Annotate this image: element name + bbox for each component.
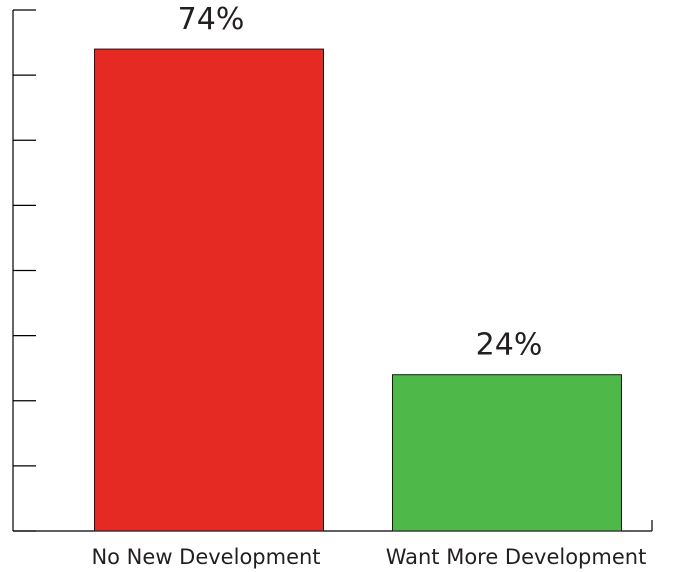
category-label-1: Want More Development bbox=[386, 545, 647, 569]
data-label-1: 24% bbox=[476, 328, 543, 363]
category-labels: No New Development Want More Development bbox=[91, 545, 646, 569]
bar-1 bbox=[392, 374, 622, 532]
data-label-0: 74% bbox=[178, 2, 245, 37]
data-labels: 74% 24% bbox=[178, 2, 543, 363]
bar-0 bbox=[94, 48, 324, 532]
y-axis-ticks bbox=[13, 9, 36, 532]
bars bbox=[94, 48, 622, 532]
category-label-0: No New Development bbox=[91, 545, 320, 569]
